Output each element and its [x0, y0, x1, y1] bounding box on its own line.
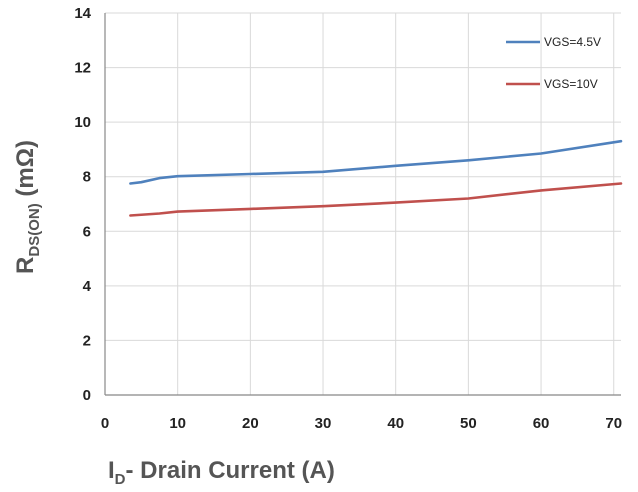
legend: VGS=4.5V VGS=10V [506, 35, 601, 91]
y-tick-label: 6 [83, 223, 91, 240]
y-tick-label: 14 [74, 5, 91, 22]
y-tick-label: 12 [74, 60, 91, 77]
y-axis-label: RDS(ON) (mΩ) [12, 140, 43, 274]
series-line-0 [129, 139, 623, 185]
x-tick-label: 60 [533, 415, 550, 432]
series-line-1 [129, 182, 623, 217]
x-axis-label: ID- Drain Current (A) [108, 457, 335, 488]
tick-labels: 0 2 4 6 8 10 12 14 0 10 20 30 40 50 60 70 [74, 5, 622, 432]
x-tick-label: 10 [169, 415, 186, 432]
x-tick-label: 40 [387, 415, 404, 432]
y-tick-label: 2 [83, 332, 91, 349]
x-tick-label: 50 [460, 415, 477, 432]
x-tick-label: 70 [605, 415, 622, 432]
y-tick-label: 0 [83, 387, 91, 404]
x-tick-label: 30 [315, 415, 332, 432]
y-tick-label: 8 [83, 169, 91, 186]
x-tick-label: 20 [242, 415, 259, 432]
axes [104, 13, 621, 396]
grid-lines [105, 12, 621, 395]
y-tick-label: 4 [83, 278, 92, 295]
legend-label-0: VGS=4.5V [544, 35, 601, 49]
data-series [129, 139, 623, 217]
y-tick-label: 10 [74, 114, 91, 131]
legend-label-1: VGS=10V [544, 77, 598, 91]
x-tick-label: 0 [101, 415, 109, 432]
